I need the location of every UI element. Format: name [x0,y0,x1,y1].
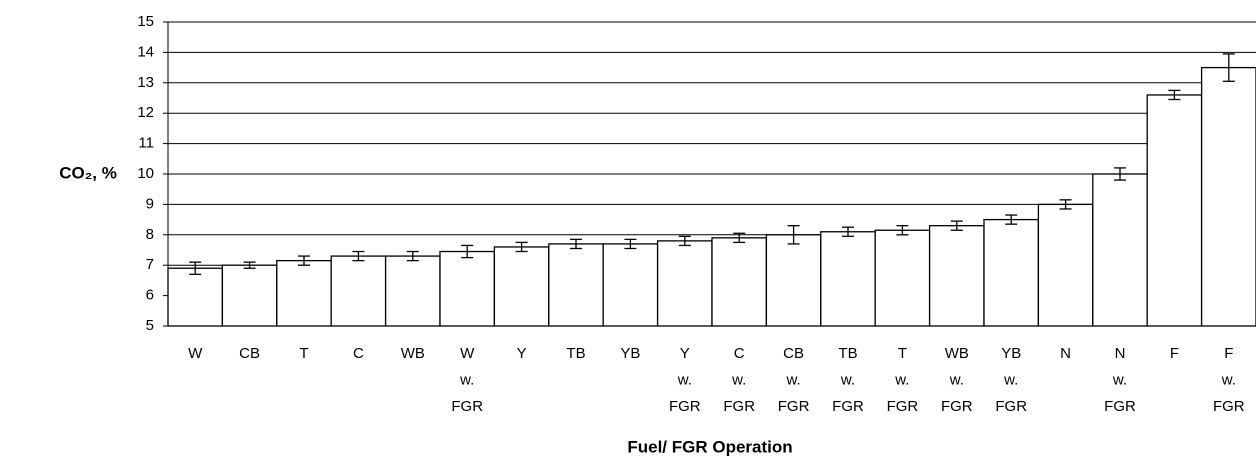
x-tick-label: C [734,345,745,362]
error-bar [243,261,256,269]
x-tick-label: FGR [778,398,810,415]
error-bar [733,232,746,244]
bar [548,243,604,327]
x-tick-label: FGR [832,398,864,415]
x-tick-label: YB [620,345,640,362]
x-tick-label: N [1060,345,1071,362]
x-tick-label: TB [566,345,585,362]
error-bar [298,255,310,266]
x-tick-label: Y [517,345,527,362]
error-bar [787,225,800,245]
y-tick-label: 9 [146,195,154,212]
x-tick-label: TB [838,345,857,362]
x-tick-label: FGR [887,398,919,415]
x-tick-label: FGR [723,398,755,415]
x-tick-label: FGR [1213,398,1245,415]
bar [1200,66,1256,327]
error-bar [842,226,854,237]
y-tick-label: 8 [146,226,154,243]
y-tick-label: 14 [137,43,154,60]
y-tick-label: 7 [146,256,154,273]
x-tick-label: w. [1221,371,1236,388]
x-tick-label: C [353,345,364,362]
x-tick-label: N [1115,345,1126,362]
error-bar [950,220,963,231]
error-bar [352,250,365,262]
bar [493,246,550,327]
error-bar [1222,53,1235,82]
x-tick-label: w. [459,371,474,388]
x-tick-label: CB [239,345,260,362]
x-tick-label: w. [894,371,909,388]
error-bar [1168,89,1181,101]
x-tick-label: WB [945,345,969,362]
bar [167,267,224,327]
y-axis-label: CO₂, % [59,163,117,182]
bar [928,225,985,327]
bar [656,240,713,327]
x-tick-label: w. [840,371,855,388]
bar [820,231,876,327]
bar [602,243,659,327]
error-bar [461,244,474,259]
x-tick-label: WB [401,345,425,362]
bar [439,250,496,327]
x-tick-label: W [460,345,475,362]
x-tick-label: T [898,345,907,362]
error-bar [406,250,419,262]
y-tick-label: 13 [137,74,154,91]
x-tick-label: F [1224,345,1233,362]
x-tick-label: w. [677,371,692,388]
x-tick-label: w. [949,371,964,388]
y-tick-label: 12 [137,104,154,121]
x-tick-label: W [188,345,203,362]
y-tick-label: 5 [146,317,154,334]
bar [711,237,768,327]
x-tick-label: FGR [941,398,973,415]
error-bar [189,261,202,275]
error-bar [678,235,691,247]
bar [1037,203,1094,327]
error-bar [1114,167,1126,181]
x-axis-label: Fuel/ FGR Operation [627,437,792,456]
bar [874,229,931,327]
error-bar [570,238,582,250]
x-tick-label: FGR [1104,398,1136,415]
error-bar [1059,199,1072,210]
bar [384,255,441,327]
error-bar [896,225,909,236]
x-tick-label: T [299,345,308,362]
y-tick-label: 11 [138,135,154,152]
bar [1146,94,1203,327]
x-tick-label: Y [680,345,690,362]
x-tick-label: F [1170,345,1179,362]
error-bar [1005,214,1018,225]
bar [765,234,822,327]
x-tick-label: FGR [995,398,1027,415]
x-tick-label: FGR [451,398,483,415]
error-bar [515,241,528,253]
y-tick-label: 15 [137,13,154,30]
bar [983,218,1040,327]
x-tick-label: w. [731,371,746,388]
bar [1092,173,1148,327]
x-tick-label: w. [1003,371,1018,388]
x-tick-label: CB [783,345,804,362]
x-tick-label: FGR [669,398,701,415]
x-tick-label: YB [1001,345,1021,362]
error-bar [624,238,637,250]
x-tick-label: w. [786,371,801,388]
bar [276,259,332,327]
bar [330,255,387,327]
y-tick-label: 6 [146,287,154,304]
x-tick-label: w. [1112,371,1127,388]
y-tick-label: 10 [137,165,154,182]
bar [221,264,278,327]
